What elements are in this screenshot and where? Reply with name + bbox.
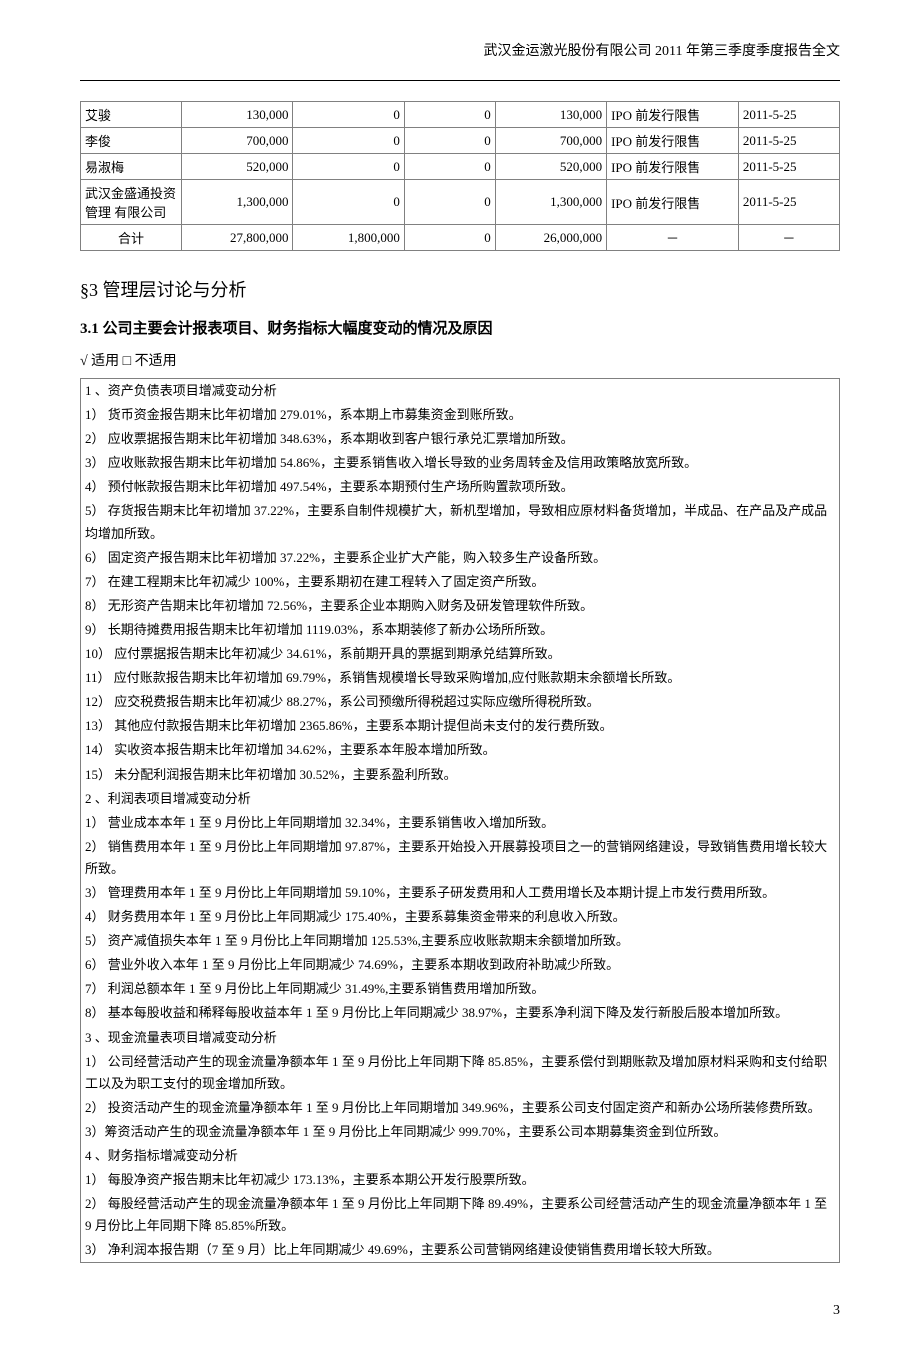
page-number: 3 (80, 1303, 840, 1319)
cell-num: 0 (404, 102, 495, 128)
cell-type: － (607, 225, 739, 251)
analysis-line: 5） 资产减值损失本年 1 至 9 月份比上年同期增加 125.53%,主要系应… (81, 929, 839, 953)
analysis-line: 8） 基本每股收益和稀释每股收益本年 1 至 9 月份比上年同期减少 38.97… (81, 1001, 839, 1025)
analysis-line: 2） 应收票据报告期末比年初增加 348.63%，系本期收到客户银行承兑汇票增加… (81, 427, 839, 451)
analysis-line: 15） 未分配利润报告期末比年初增加 30.52%，主要系盈利所致。 (81, 763, 839, 787)
analysis-line: 11） 应付账款报告期末比年初增加 69.79%，系销售规模增长导致采购增加,应… (81, 666, 839, 690)
analysis-line: 13） 其他应付款报告期末比年初增加 2365.86%，主要系本期计提但尚未支付… (81, 714, 839, 738)
cell-type: IPO 前发行限售 (607, 154, 739, 180)
cell-date: 2011-5-25 (738, 154, 839, 180)
analysis-line: 3 、现金流量表项目增减变动分析 (81, 1026, 839, 1050)
analysis-line: 1） 营业成本本年 1 至 9 月份比上年同期增加 32.34%，主要系销售收入… (81, 811, 839, 835)
analysis-line: 3） 管理费用本年 1 至 9 月份比上年同期增加 59.10%，主要系子研发费… (81, 881, 839, 905)
analysis-line: 2 、利润表项目增减变动分析 (81, 787, 839, 811)
analysis-line: 6） 固定资产报告期末比年初增加 37.22%，主要系企业扩大产能，购入较多生产… (81, 546, 839, 570)
analysis-line: 1 、资产负债表项目增减变动分析 (81, 379, 839, 403)
analysis-line: 1） 货币资金报告期末比年初增加 279.01%，系本期上市募集资金到账所致。 (81, 403, 839, 427)
cell-num: 0 (404, 154, 495, 180)
cell-num: 1,300,000 (495, 180, 606, 225)
analysis-line: 2） 投资活动产生的现金流量净额本年 1 至 9 月份比上年同期增加 349.9… (81, 1096, 839, 1120)
cell-type: IPO 前发行限售 (607, 128, 739, 154)
analysis-line: 10） 应付票据报告期末比年初减少 34.61%，系前期开具的票据到期承兑结算所… (81, 642, 839, 666)
analysis-line: 7） 利润总额本年 1 至 9 月份比上年同期减少 31.49%,主要系销售费用… (81, 977, 839, 1001)
cell-name: 合计 (81, 225, 182, 251)
analysis-line: 3） 应收账款报告期末比年初增加 54.86%，主要系销售收入增长导致的业务周转… (81, 451, 839, 475)
page-header: 武汉金运激光股份有限公司 2011 年第三季度季度报告全文 (80, 40, 840, 60)
analysis-line: 4） 财务费用本年 1 至 9 月份比上年同期减少 175.40%，主要系募集资… (81, 905, 839, 929)
cell-date: － (738, 225, 839, 251)
cell-date: 2011-5-25 (738, 128, 839, 154)
cell-type: IPO 前发行限售 (607, 102, 739, 128)
analysis-line: 2） 销售费用本年 1 至 9 月份比上年同期增加 97.87%，主要系开始投入… (81, 835, 839, 881)
analysis-box: 1 、资产负债表项目增减变动分析1） 货币资金报告期末比年初增加 279.01%… (80, 378, 840, 1263)
cell-name: 李俊 (81, 128, 182, 154)
cell-num: 130,000 (182, 102, 293, 128)
cell-num: 520,000 (495, 154, 606, 180)
cell-num: 520,000 (182, 154, 293, 180)
analysis-line: 7） 在建工程期末比年初减少 100%，主要系期初在建工程转入了固定资产所致。 (81, 570, 839, 594)
cell-name: 易淑梅 (81, 154, 182, 180)
cell-name: 艾骏 (81, 102, 182, 128)
cell-num: 700,000 (495, 128, 606, 154)
table-row: 武汉金盛通投资管理 有限公司1,300,000001,300,000IPO 前发… (81, 180, 840, 225)
cell-num: 130,000 (495, 102, 606, 128)
section-3-title: §3 管理层讨论与分析 (80, 276, 840, 302)
analysis-line: 9） 长期待摊费用报告期末比年初增加 1119.03%，系本期装修了新办公场所所… (81, 618, 839, 642)
cell-type: IPO 前发行限售 (607, 180, 739, 225)
table-row: 易淑梅520,00000520,000IPO 前发行限售2011-5-25 (81, 154, 840, 180)
analysis-line: 8） 无形资产告期末比年初增加 72.56%，主要系企业本期购入财务及研发管理软… (81, 594, 839, 618)
cell-num: 0 (293, 180, 404, 225)
cell-date: 2011-5-25 (738, 180, 839, 225)
analysis-line: 2） 每股经营活动产生的现金流量净额本年 1 至 9 月份比上年同期下降 89.… (81, 1192, 839, 1238)
analysis-line: 3） 净利润本报告期（7 至 9 月）比上年同期减少 49.69%，主要系公司营… (81, 1238, 839, 1262)
table-row: 艾骏130,00000130,000IPO 前发行限售2011-5-25 (81, 102, 840, 128)
analysis-line: 6） 营业外收入本年 1 至 9 月份比上年同期减少 74.69%，主要系本期收… (81, 953, 839, 977)
table-row: 李俊700,00000700,000IPO 前发行限售2011-5-25 (81, 128, 840, 154)
analysis-line: 12） 应交税费报告期末比年初减少 88.27%，系公司预缴所得税超过实际应缴所… (81, 690, 839, 714)
cell-num: 0 (404, 225, 495, 251)
cell-num: 0 (404, 180, 495, 225)
cell-num: 27,800,000 (182, 225, 293, 251)
analysis-line: 4） 预付帐款报告期末比年初增加 497.54%，主要系本期预付生产场所购置款项… (81, 475, 839, 499)
cell-num: 0 (404, 128, 495, 154)
cell-num: 1,800,000 (293, 225, 404, 251)
cell-num: 26,000,000 (495, 225, 606, 251)
cell-num: 0 (293, 154, 404, 180)
analysis-line: 4 、财务指标增减变动分析 (81, 1144, 839, 1168)
cell-num: 0 (293, 102, 404, 128)
analysis-line: 3）筹资活动产生的现金流量净额本年 1 至 9 月份比上年同期减少 999.70… (81, 1120, 839, 1144)
table-row: 合计27,800,0001,800,000026,000,000－－ (81, 225, 840, 251)
analysis-line: 5） 存货报告期末比年初增加 37.22%，主要系自制件规模扩大，新机型增加，导… (81, 499, 839, 545)
cell-date: 2011-5-25 (738, 102, 839, 128)
cell-num: 0 (293, 128, 404, 154)
analysis-line: 1） 公司经营活动产生的现金流量净额本年 1 至 9 月份比上年同期下降 85.… (81, 1050, 839, 1096)
section-3-1-title: 3.1 公司主要会计报表项目、财务指标大幅度变动的情况及原因 (80, 317, 840, 338)
analysis-line: 1） 每股净资产报告期末比年初减少 173.13%，主要系本期公开发行股票所致。 (81, 1168, 839, 1192)
analysis-line: 14） 实收资本报告期末比年初增加 34.62%，主要系本年股本增加所致。 (81, 738, 839, 762)
header-divider (80, 80, 840, 81)
cell-num: 1,300,000 (182, 180, 293, 225)
cell-num: 700,000 (182, 128, 293, 154)
cell-name: 武汉金盛通投资管理 有限公司 (81, 180, 182, 225)
shareholder-table: 艾骏130,00000130,000IPO 前发行限售2011-5-25李俊70… (80, 101, 840, 251)
apply-checkbox-line: √ 适用 □ 不适用 (80, 350, 840, 370)
